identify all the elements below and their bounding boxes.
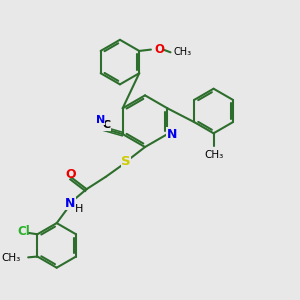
Text: CH₃: CH₃ <box>1 253 20 263</box>
Text: N: N <box>65 197 76 210</box>
Text: O: O <box>65 168 76 181</box>
Text: CH₃: CH₃ <box>204 150 223 161</box>
Text: Cl: Cl <box>17 225 30 238</box>
Text: C: C <box>103 120 111 130</box>
Text: O: O <box>155 43 165 56</box>
Text: CH₃: CH₃ <box>174 47 192 57</box>
Text: N: N <box>167 128 178 141</box>
Text: H: H <box>75 204 83 214</box>
Text: N: N <box>96 115 105 125</box>
Text: S: S <box>121 155 131 169</box>
